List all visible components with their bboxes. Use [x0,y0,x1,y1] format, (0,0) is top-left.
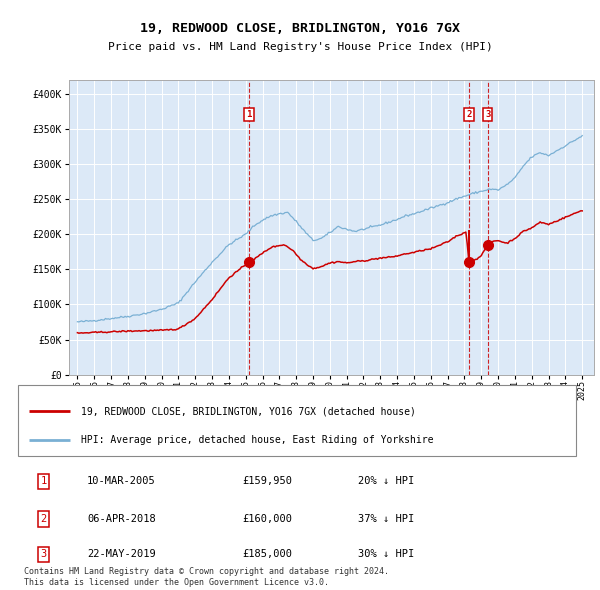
Text: £159,950: £159,950 [242,476,292,486]
Text: 19, REDWOOD CLOSE, BRIDLINGTON, YO16 7GX: 19, REDWOOD CLOSE, BRIDLINGTON, YO16 7GX [140,22,460,35]
Text: Contains HM Land Registry data © Crown copyright and database right 2024.
This d: Contains HM Land Registry data © Crown c… [23,568,389,586]
Text: HPI: Average price, detached house, East Riding of Yorkshire: HPI: Average price, detached house, East… [81,435,434,445]
Text: 3: 3 [41,549,47,559]
Text: 30% ↓ HPI: 30% ↓ HPI [358,549,414,559]
Text: 10-MAR-2005: 10-MAR-2005 [87,476,155,486]
Text: £185,000: £185,000 [242,549,292,559]
Bar [18,385,577,455]
Text: 37% ↓ HPI: 37% ↓ HPI [358,514,414,524]
Text: 1: 1 [246,110,251,119]
Text: 2: 2 [41,514,47,524]
Text: 2: 2 [466,110,472,119]
Text: Price paid vs. HM Land Registry's House Price Index (HPI): Price paid vs. HM Land Registry's House … [107,42,493,52]
Text: 19, REDWOOD CLOSE, BRIDLINGTON, YO16 7GX (detached house): 19, REDWOOD CLOSE, BRIDLINGTON, YO16 7GX… [81,406,416,416]
Text: 22-MAY-2019: 22-MAY-2019 [87,549,155,559]
Text: 20% ↓ HPI: 20% ↓ HPI [358,476,414,486]
Text: 1: 1 [41,476,47,486]
Text: 3: 3 [485,110,491,119]
Text: 06-APR-2018: 06-APR-2018 [87,514,155,524]
Text: £160,000: £160,000 [242,514,292,524]
